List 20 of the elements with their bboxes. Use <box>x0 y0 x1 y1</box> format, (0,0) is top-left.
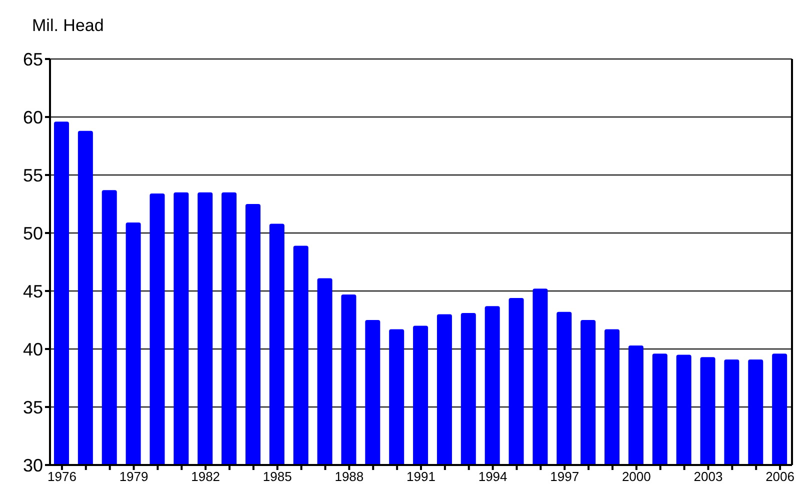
y-tick-label: 40 <box>22 339 43 360</box>
x-tick-label: 2003 <box>694 469 723 484</box>
x-tick-label: 1976 <box>48 469 76 484</box>
y-tick-label: 45 <box>22 281 43 302</box>
y-tick-label: 50 <box>22 223 43 244</box>
x-tick-label: 1982 <box>191 469 220 484</box>
y-tick-label: 30 <box>22 455 43 476</box>
x-tick-label: 1988 <box>334 469 364 484</box>
x-tick-label: 2000 <box>622 469 651 484</box>
y-tick-label: 55 <box>22 165 43 186</box>
x-tick-label: 2006 <box>766 469 794 484</box>
y-tick-label: 65 <box>22 49 43 70</box>
y-tick-label: 35 <box>22 397 43 418</box>
y-tick-label: 60 <box>22 107 43 128</box>
x-tick-label: 1994 <box>478 469 508 484</box>
x-tick-label: 1985 <box>262 469 292 484</box>
x-tick-label: 1997 <box>550 469 580 484</box>
x-tick-label: 1979 <box>119 469 148 484</box>
x-tick-label: 1991 <box>406 469 436 484</box>
y-axis-title: Mil. Head <box>32 16 104 36</box>
